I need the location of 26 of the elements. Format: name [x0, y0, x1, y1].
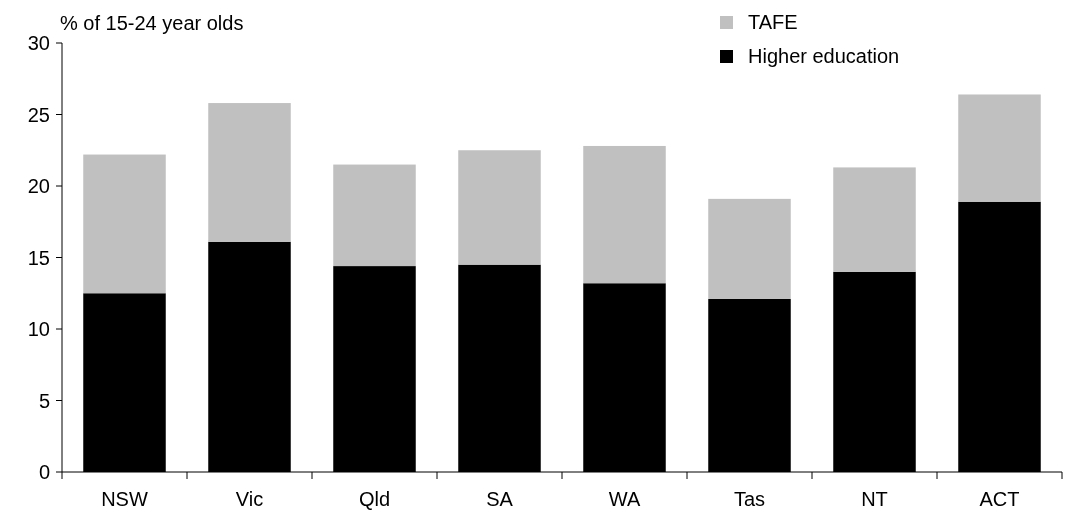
- bar: [333, 164, 416, 267]
- y-tick-label: 25: [27, 103, 50, 126]
- y-tick-label: 0: [38, 461, 50, 483]
- x-tick-label: SA: [486, 488, 514, 510]
- bar: [958, 94, 1041, 202]
- bar: [583, 145, 666, 284]
- x-tick-label: ACT: [979, 488, 1020, 510]
- bar: [83, 154, 166, 294]
- y-tick-label: 5: [38, 389, 50, 412]
- y-axis-title: % of 15-24 year olds: [60, 12, 244, 34]
- y-tick-label: 20: [27, 175, 50, 197]
- y-tick-label: 30: [27, 32, 50, 54]
- x-tick-label: WA: [608, 488, 641, 510]
- x-tick-label: NT: [861, 488, 888, 510]
- bar: [208, 103, 291, 242]
- x-tick-label: NSW: [101, 488, 148, 510]
- x-tick-label: Qld: [358, 488, 391, 510]
- bar: [458, 150, 541, 265]
- y-tick-label: 10: [27, 318, 50, 340]
- x-tick-label: Tas: [733, 488, 766, 510]
- bar: [833, 167, 916, 272]
- legend-label: TAFE: [748, 11, 798, 33]
- legend-label: Higher education: [748, 45, 900, 67]
- x-tick-label: Vic: [235, 488, 264, 510]
- bar: [708, 198, 791, 299]
- y-tick-label: 15: [27, 246, 50, 269]
